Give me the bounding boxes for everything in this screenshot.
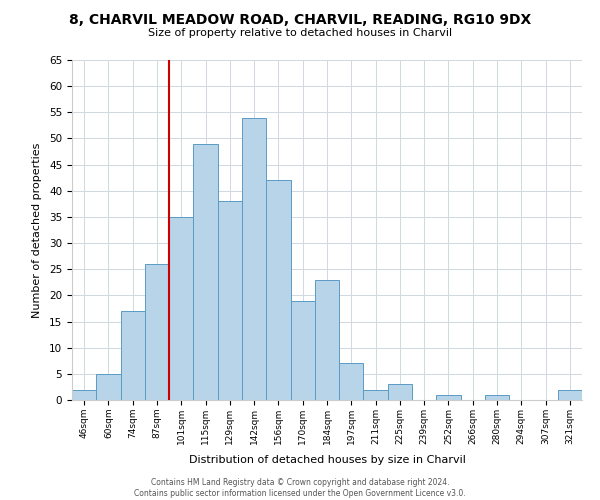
- Text: Contains HM Land Registry data © Crown copyright and database right 2024.
Contai: Contains HM Land Registry data © Crown c…: [134, 478, 466, 498]
- Text: 8, CHARVIL MEADOW ROAD, CHARVIL, READING, RG10 9DX: 8, CHARVIL MEADOW ROAD, CHARVIL, READING…: [69, 12, 531, 26]
- Bar: [436, 395, 461, 400]
- Bar: [145, 264, 169, 400]
- Bar: [121, 311, 145, 400]
- Bar: [72, 390, 96, 400]
- Bar: [558, 390, 582, 400]
- Bar: [290, 300, 315, 400]
- Bar: [218, 201, 242, 400]
- X-axis label: Distribution of detached houses by size in Charvil: Distribution of detached houses by size …: [188, 455, 466, 465]
- Bar: [242, 118, 266, 400]
- Bar: [485, 395, 509, 400]
- Y-axis label: Number of detached properties: Number of detached properties: [32, 142, 42, 318]
- Bar: [96, 374, 121, 400]
- Bar: [193, 144, 218, 400]
- Bar: [315, 280, 339, 400]
- Bar: [388, 384, 412, 400]
- Bar: [364, 390, 388, 400]
- Bar: [266, 180, 290, 400]
- Bar: [169, 217, 193, 400]
- Text: Size of property relative to detached houses in Charvil: Size of property relative to detached ho…: [148, 28, 452, 38]
- Bar: [339, 364, 364, 400]
